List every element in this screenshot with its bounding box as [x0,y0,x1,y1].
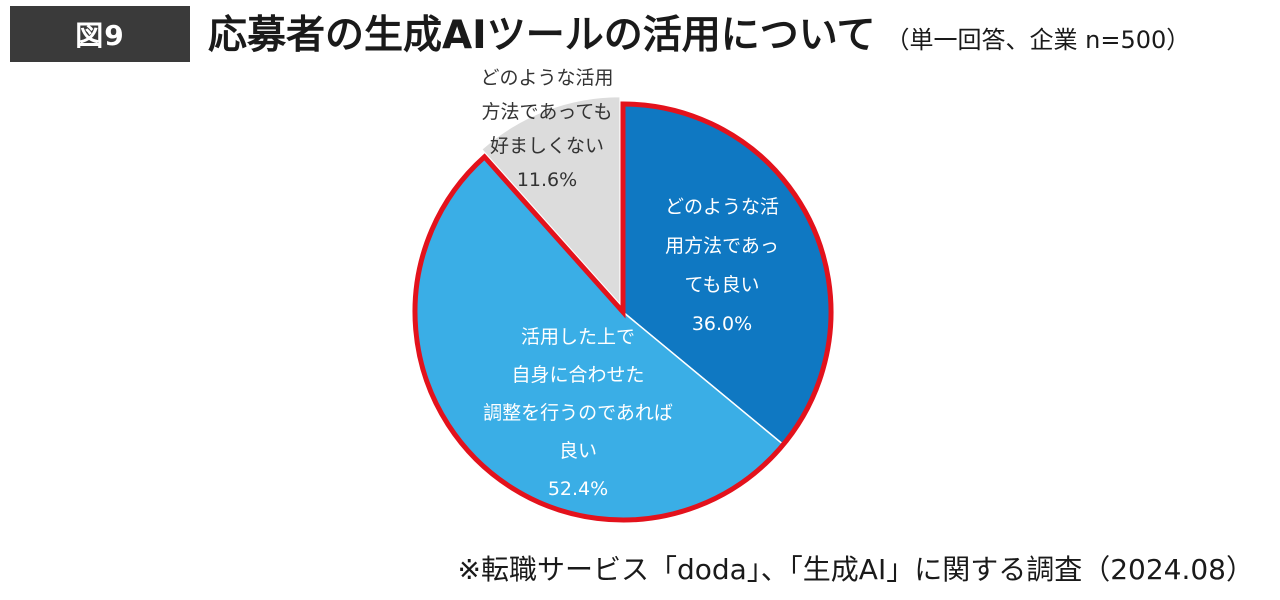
slice-category-label: どのような活 [665,196,779,218]
slice-category-label: どのような活用 [480,67,613,89]
slice-value-label: 36.0% [692,313,752,335]
slice-category-label: 用方法であっ [665,235,779,257]
slice-category-label: 方法であっても [482,101,613,123]
slice-category-label: 自身に合わせた [511,364,644,386]
slice-value-label: 11.6% [517,169,577,191]
slice-category-label: 好ましくない [490,135,604,157]
highlight-outline [412,101,834,523]
figure-number-badge: 図9 [10,6,190,62]
pie-slice [480,95,621,307]
slice-category-label: 良い [559,440,597,462]
slice-category-label: ても良い [684,274,759,296]
slice-value-label: 52.4% [548,478,608,500]
slice-category-label: 調整を行うのであれば [483,402,673,424]
slice-category-label: 活用した上で [521,326,635,348]
title-row: 応募者の生成AIツールの活用について （単一回答、企業 n=500） [208,8,1190,64]
source-note: ※転職サービス「doda」、「生成AI」に関する調査（2024.08） [457,553,1255,586]
chart-title: 応募者の生成AIツールの活用について [208,13,876,58]
chart-subtitle: （単一回答、企業 n=500） [885,26,1191,54]
